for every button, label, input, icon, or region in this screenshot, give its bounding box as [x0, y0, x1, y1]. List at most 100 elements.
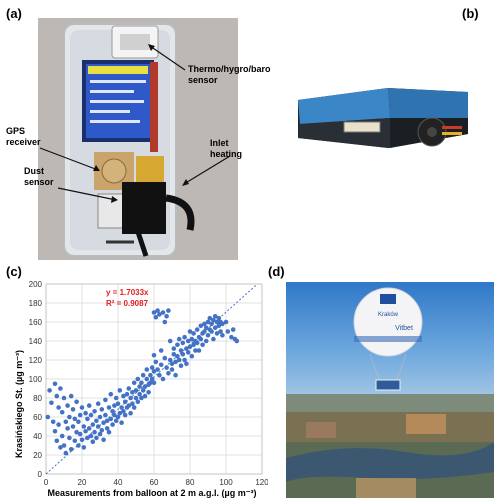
data-point [139, 380, 144, 386]
data-point [184, 361, 189, 367]
data-point [158, 348, 164, 353]
fit-equation: y = 1.7033x [106, 288, 149, 297]
data-point [115, 414, 121, 420]
data-point [68, 393, 74, 399]
data-point [99, 428, 105, 433]
data-point [58, 386, 63, 391]
data-point [113, 395, 119, 401]
x-tick-label: 20 [78, 478, 87, 487]
data-point [142, 384, 148, 389]
data-point [160, 376, 166, 382]
data-point [130, 390, 135, 395]
y-tick-label: 20 [33, 451, 42, 460]
data-point [189, 336, 195, 342]
data-point [158, 362, 164, 368]
data-point [167, 338, 173, 344]
data-point [130, 401, 135, 406]
data-point [200, 342, 205, 348]
device-photo-graphic [38, 18, 238, 260]
data-point [180, 340, 186, 346]
balloon-text-sponsor: Vitbet [395, 325, 413, 332]
y-tick-label: 200 [29, 280, 43, 289]
x-axis-label: Measurements from balloon at 2 m a.g.l. … [48, 488, 257, 498]
data-point [50, 419, 56, 425]
data-point [131, 405, 137, 410]
data-point [61, 395, 67, 401]
data-point [86, 403, 92, 408]
data-point [106, 429, 112, 435]
data-point [151, 352, 157, 358]
data-point [140, 388, 146, 393]
callout-thermo: Thermo/hygro/baro sensor [188, 64, 271, 86]
data-point [54, 393, 60, 399]
callout-inlet: Inlet heating [210, 138, 242, 160]
data-point [106, 405, 112, 410]
data-point [218, 329, 223, 334]
data-point [68, 447, 74, 452]
scatter-chart: 0 20 40 60 80 100 120 140 160 180 200 0 20 40 60 80 100 1… [14, 280, 268, 498]
data-point [92, 409, 97, 414]
data-point [88, 412, 94, 418]
data-point [191, 331, 196, 336]
data-point [74, 399, 79, 405]
x-tick-label: 0 [44, 478, 49, 487]
chart-ticks: 0 20 40 60 80 100 120 140 160 180 200 0 20 40 60 80 100 1… [29, 280, 268, 487]
data-point [182, 334, 187, 340]
y-tick-label: 80 [33, 394, 42, 403]
data-point [121, 393, 126, 399]
y-tick-label: 120 [29, 356, 43, 365]
data-point [103, 412, 108, 418]
data-point [205, 319, 211, 325]
data-point [148, 380, 153, 386]
data-point [126, 386, 132, 391]
data-point [151, 380, 157, 386]
data-point [72, 438, 78, 444]
y-tick-label: 0 [38, 470, 43, 479]
data-point [121, 409, 126, 414]
data-point [209, 329, 214, 334]
data-point [65, 403, 70, 408]
data-point [86, 426, 92, 431]
data-point [112, 412, 117, 418]
data-point [131, 380, 137, 386]
data-point [115, 401, 121, 406]
data-point [202, 321, 207, 327]
data-point [133, 388, 139, 393]
data-point [103, 397, 108, 403]
data-point [196, 348, 202, 353]
data-point [77, 412, 83, 418]
callout-thermo-line2: sensor [188, 75, 218, 85]
y-tick-label: 60 [33, 413, 42, 422]
data-point [194, 327, 200, 332]
data-point [229, 334, 234, 340]
data-point [169, 367, 175, 372]
data-point [95, 401, 101, 406]
data-point [211, 317, 216, 323]
chart-points [45, 308, 240, 456]
data-point [135, 376, 141, 382]
data-point [148, 372, 153, 378]
data-point [72, 416, 78, 422]
data-point [128, 410, 133, 416]
y-tick-label: 40 [33, 432, 42, 441]
data-point [209, 321, 214, 327]
x-tick-label: 60 [150, 478, 159, 487]
data-point [157, 372, 162, 378]
data-point [122, 399, 128, 405]
data-point [56, 422, 61, 427]
data-point [155, 308, 160, 313]
balloon-photo-graphic: Kraków Vitbet [286, 282, 494, 498]
data-point [191, 342, 196, 348]
device-photo [38, 18, 238, 260]
data-point [108, 391, 114, 397]
data-point [171, 346, 177, 351]
data-point [126, 403, 132, 408]
data-point [79, 405, 85, 410]
data-point [211, 336, 216, 342]
data-point [124, 391, 130, 397]
data-point [230, 327, 236, 332]
x-tick-label: 80 [186, 478, 195, 487]
data-point [137, 391, 142, 397]
data-point [182, 357, 187, 363]
data-point [94, 435, 99, 441]
